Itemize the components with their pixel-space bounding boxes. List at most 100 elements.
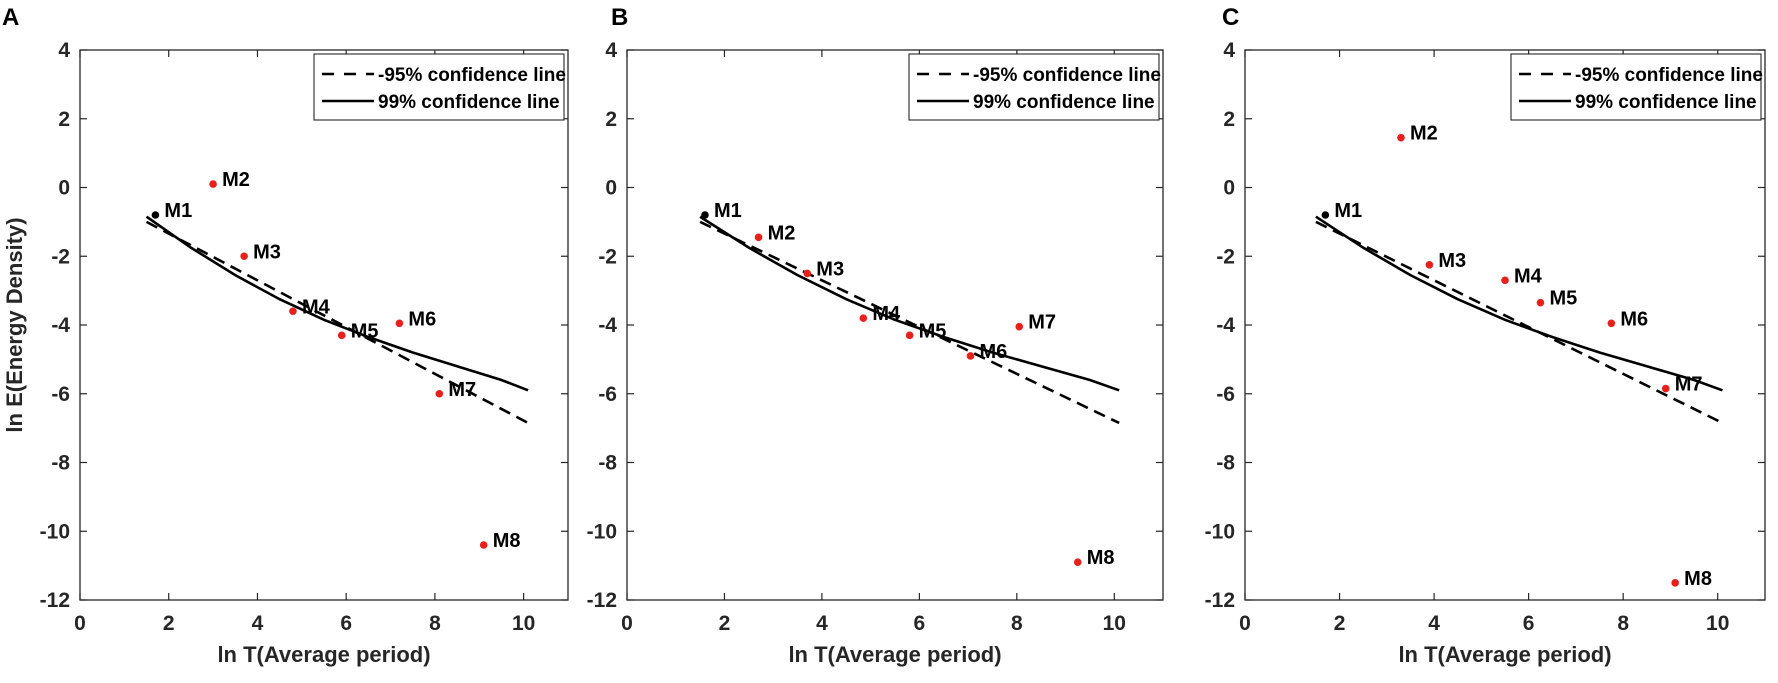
data-point-label: M6	[408, 308, 436, 330]
data-point-m6	[966, 352, 975, 360]
y-tick-label: -10	[1205, 520, 1235, 543]
data-point-label: M5	[919, 320, 947, 342]
x-tick-label: 4	[816, 612, 828, 635]
data-point-m1	[701, 211, 709, 219]
data-point-label: M2	[222, 169, 250, 191]
data-point-m3	[1425, 261, 1434, 269]
x-tick-label: 0	[621, 612, 633, 635]
confidence-line-99	[145, 215, 529, 392]
data-point-label: M2	[1410, 123, 1438, 145]
legend-label-95: -95% confidence line	[378, 65, 566, 86]
data-point-m6	[1607, 319, 1616, 328]
data-point-label: M5	[1549, 288, 1577, 310]
data-point-m4	[289, 307, 297, 316]
plot-frame	[79, 49, 569, 601]
plot-frame	[1244, 49, 1766, 601]
data-point-m2	[209, 180, 217, 188]
data-point-m8	[1671, 579, 1679, 587]
y-tick-label: 4	[58, 39, 70, 62]
data-point-label: M8	[1087, 547, 1115, 569]
x-tick-label: 8	[1617, 612, 1629, 635]
data-point-label: M3	[253, 241, 281, 263]
y-tick-label: 2	[1223, 108, 1235, 131]
confidence-line-99	[699, 215, 1120, 392]
x-axis-title: ln T(Average period)	[217, 642, 430, 667]
y-tick-label: -8	[1216, 452, 1235, 475]
data-point-m4	[859, 314, 868, 322]
y-tick-label: -2	[598, 245, 617, 268]
data-point-label: M6	[1620, 308, 1648, 330]
y-tick-label: 0	[58, 177, 70, 200]
x-tick-label: 8	[1011, 612, 1023, 635]
data-point-m3	[803, 269, 812, 278]
x-tick-label: 4	[1428, 612, 1440, 635]
data-point-label: M2	[768, 222, 796, 244]
y-tick-label: -12	[1205, 589, 1235, 612]
x-tick-label: 2	[1334, 612, 1346, 635]
y-tick-label: -2	[51, 245, 70, 268]
data-point-label: M3	[1438, 250, 1466, 272]
y-tick-label: -12	[40, 589, 70, 612]
confidence-line-95	[145, 220, 529, 425]
y-tick-label: -4	[598, 314, 617, 337]
y-tick-label: -6	[1216, 383, 1235, 406]
y-tick-label: -2	[1216, 245, 1235, 268]
legend-box	[313, 53, 565, 121]
x-tick-label: 0	[74, 612, 86, 635]
y-tick-label: 4	[605, 39, 617, 62]
data-point-m2	[754, 233, 763, 242]
confidence-line-95	[1315, 220, 1724, 425]
y-axis-title: ln E(Energy Density)	[2, 217, 27, 432]
data-point-label: M5	[351, 320, 379, 342]
data-point-label: M8	[493, 530, 521, 552]
x-tick-label: 8	[429, 612, 441, 635]
data-point-m5	[1536, 298, 1545, 307]
data-point-label: M4	[872, 303, 901, 325]
panel-letter: A	[2, 4, 19, 31]
data-point-m7	[1015, 322, 1024, 331]
data-point-m3	[240, 252, 248, 261]
y-tick-label: -12	[587, 589, 617, 612]
data-point-m1	[151, 211, 160, 219]
y-tick-label: 4	[1223, 39, 1235, 62]
x-axis-title: ln T(Average period)	[788, 642, 1001, 667]
confidence-line-99	[1315, 215, 1723, 392]
legend-label-95: -95% confidence line	[973, 65, 1161, 86]
data-point-label: M7	[1675, 374, 1703, 396]
data-point-m8	[479, 541, 488, 549]
data-point-m2	[1397, 133, 1405, 142]
y-tick-label: 2	[58, 108, 70, 131]
data-point-label: M4	[302, 296, 331, 318]
y-tick-label: -4	[1216, 314, 1235, 337]
legend-label-99: 99% confidence line	[973, 92, 1155, 113]
legend-box	[1510, 53, 1762, 121]
data-point-label: M3	[816, 258, 844, 280]
data-point-m1	[1321, 211, 1330, 219]
x-tick-label: 4	[252, 612, 264, 635]
x-tick-label: 6	[1523, 612, 1535, 635]
y-tick-label: -4	[51, 314, 70, 337]
y-tick-label: -8	[598, 452, 617, 475]
x-tick-label: 10	[1706, 612, 1729, 635]
data-point-label: M7	[1028, 312, 1056, 334]
data-point-m5	[337, 331, 346, 340]
x-tick-label: 0	[1239, 612, 1251, 635]
y-tick-label: 2	[605, 108, 617, 131]
y-tick-label: 0	[605, 177, 617, 200]
data-point-label: M1	[1334, 200, 1362, 222]
y-tick-label: 0	[1223, 177, 1235, 200]
x-tick-label: 6	[914, 612, 926, 635]
y-tick-label: -10	[40, 520, 70, 543]
panel-letter: C	[1222, 4, 1239, 31]
data-point-m6	[395, 319, 404, 328]
x-axis-title: ln T(Average period)	[1398, 642, 1611, 667]
data-point-m7	[435, 389, 444, 398]
y-tick-label: -6	[598, 383, 617, 406]
legend-label-99: 99% confidence line	[1575, 92, 1757, 113]
data-point-label: M8	[1684, 568, 1712, 590]
data-point-label: M1	[714, 200, 742, 222]
